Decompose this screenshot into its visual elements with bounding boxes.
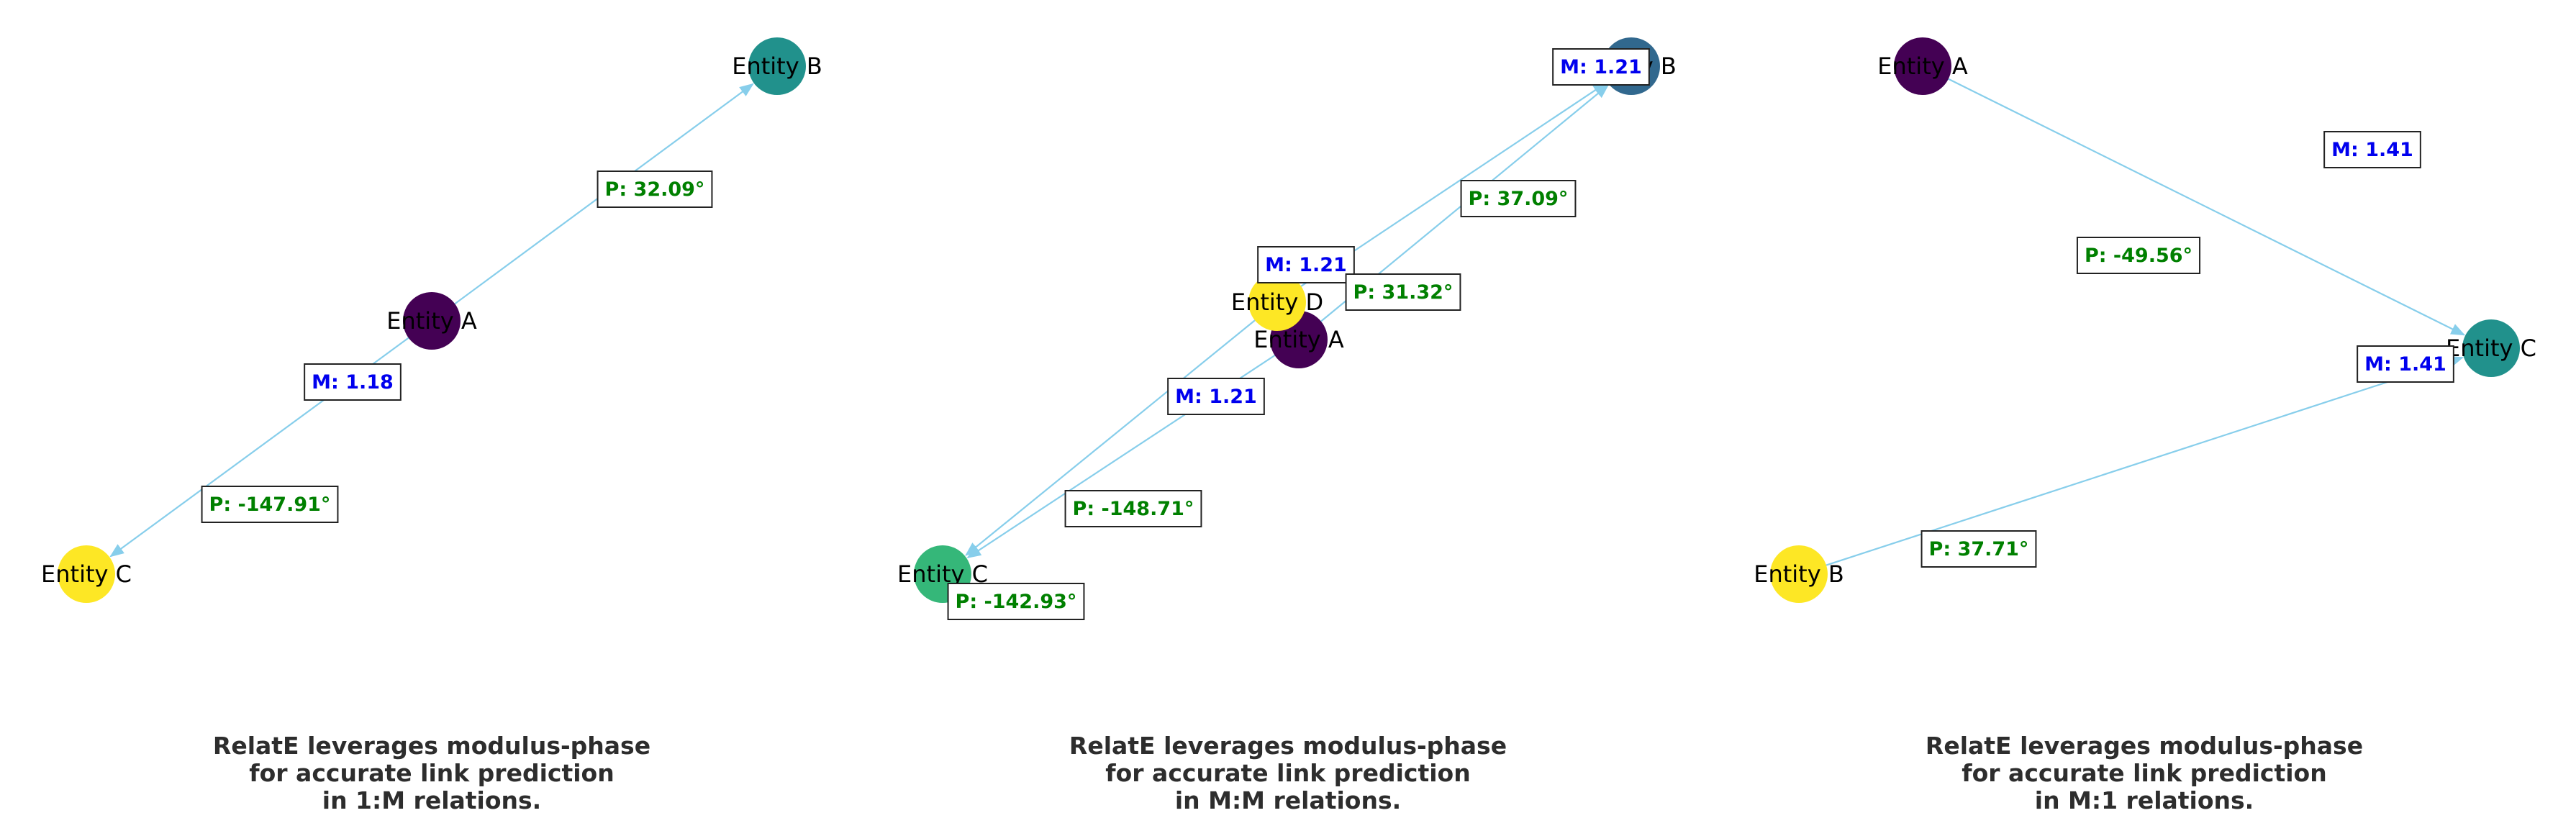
label-box (1167, 378, 1265, 415)
node-label-entity-a: Entity A (386, 307, 477, 335)
label-box (2323, 131, 2421, 168)
phase-value: P: 31.32° (1353, 281, 1453, 304)
caption-line-2: for accurate link prediction (249, 759, 614, 787)
node-entity-c (58, 545, 115, 603)
label-box (1257, 246, 1355, 283)
label-box (2076, 237, 2201, 274)
label-box (201, 486, 339, 523)
phase-value: P: 37.71° (1929, 538, 2029, 560)
label-box (1345, 273, 1461, 311)
modulus-label: M: 1.18 (304, 363, 402, 401)
caption-line-1: RelatE leverages modulus-phase (1926, 732, 2363, 760)
phase-value: P: -147.91° (209, 494, 331, 516)
modulus-value: M: 1.21 (1560, 56, 1642, 78)
modulus-value: M: 1.41 (2364, 353, 2446, 376)
phase-label: P: 37.09° (1460, 180, 1577, 217)
modulus-value: M: 1.18 (312, 371, 394, 394)
phase-label: P: 37.71° (1920, 530, 2037, 568)
modulus-label: M: 1.21 (1552, 48, 1650, 86)
edge-d-to-c (965, 319, 1256, 556)
edge-a-to-c (1948, 78, 2466, 336)
label-box (2357, 345, 2454, 383)
label-box (1064, 490, 1202, 527)
modulus-label: M: 1.41 (2357, 345, 2454, 383)
phase-label: P: 31.32° (1345, 273, 1461, 311)
node-entity-a (1894, 37, 1951, 95)
phase-label: P: -49.56° (2076, 237, 2201, 274)
label-box (597, 171, 713, 208)
phase-value: P: 37.09° (1469, 188, 1569, 210)
phase-label: P: 32.09° (597, 171, 713, 208)
caption-line-1: RelatE leverages modulus-phase (213, 732, 650, 760)
label-box (947, 583, 1085, 620)
node-entity-b (1770, 545, 1828, 603)
caption-line-1: RelatE leverages modulus-phase (1069, 732, 1507, 760)
node-label-entity-c: Entity C (41, 560, 132, 588)
label-box (1552, 48, 1650, 86)
modulus-label: M: 1.21 (1167, 378, 1265, 415)
label-box (1460, 180, 1577, 217)
node-label-entity-d: Entity D (1231, 288, 1323, 316)
modulus-label: M: 1.21 (1257, 246, 1355, 283)
modulus-value: M: 1.21 (1265, 254, 1347, 276)
modulus-label: M: 1.41 (2323, 131, 2421, 168)
caption-line-3: in 1:M relations. (322, 786, 541, 814)
node-label-entity-a: Entity A (1877, 53, 1968, 80)
modulus-value: M: 1.41 (2331, 139, 2413, 161)
node-label-entity-b: Entity B (732, 53, 822, 80)
phase-label: P: -142.93° (947, 583, 1085, 620)
phase-value: P: -142.93° (956, 591, 1077, 613)
node-entity-b (748, 37, 806, 95)
node-label-entity-b: Entity B (1754, 560, 1844, 588)
modulus-value: M: 1.21 (1175, 386, 1257, 408)
phase-value: P: 32.09° (605, 178, 705, 201)
caption-line-2: for accurate link prediction (1105, 759, 1470, 787)
node-entity-a (403, 292, 461, 350)
node-entity-d (1248, 273, 1306, 331)
phase-label: P: -148.71° (1064, 490, 1202, 527)
phase-value: P: -148.71° (1073, 498, 1194, 520)
caption-line-2: for accurate link prediction (1962, 759, 2326, 787)
node-label-entity-c: Entity C (2446, 335, 2536, 362)
node-entity-c (2462, 319, 2520, 377)
panel-one-to-many: Entity A Entity B Entity C P: 32.09° M: 1.18… (41, 37, 822, 814)
caption-line-3: in M:1 relations. (2035, 786, 2254, 814)
label-box (1920, 530, 2037, 568)
caption-line-3: in M:M relations. (1175, 786, 1401, 814)
node-label-entity-a: Entity A (1253, 326, 1344, 353)
label-box (304, 363, 402, 401)
phase-value: P: -49.56° (2085, 245, 2192, 267)
phase-label: P: -147.91° (201, 486, 339, 523)
